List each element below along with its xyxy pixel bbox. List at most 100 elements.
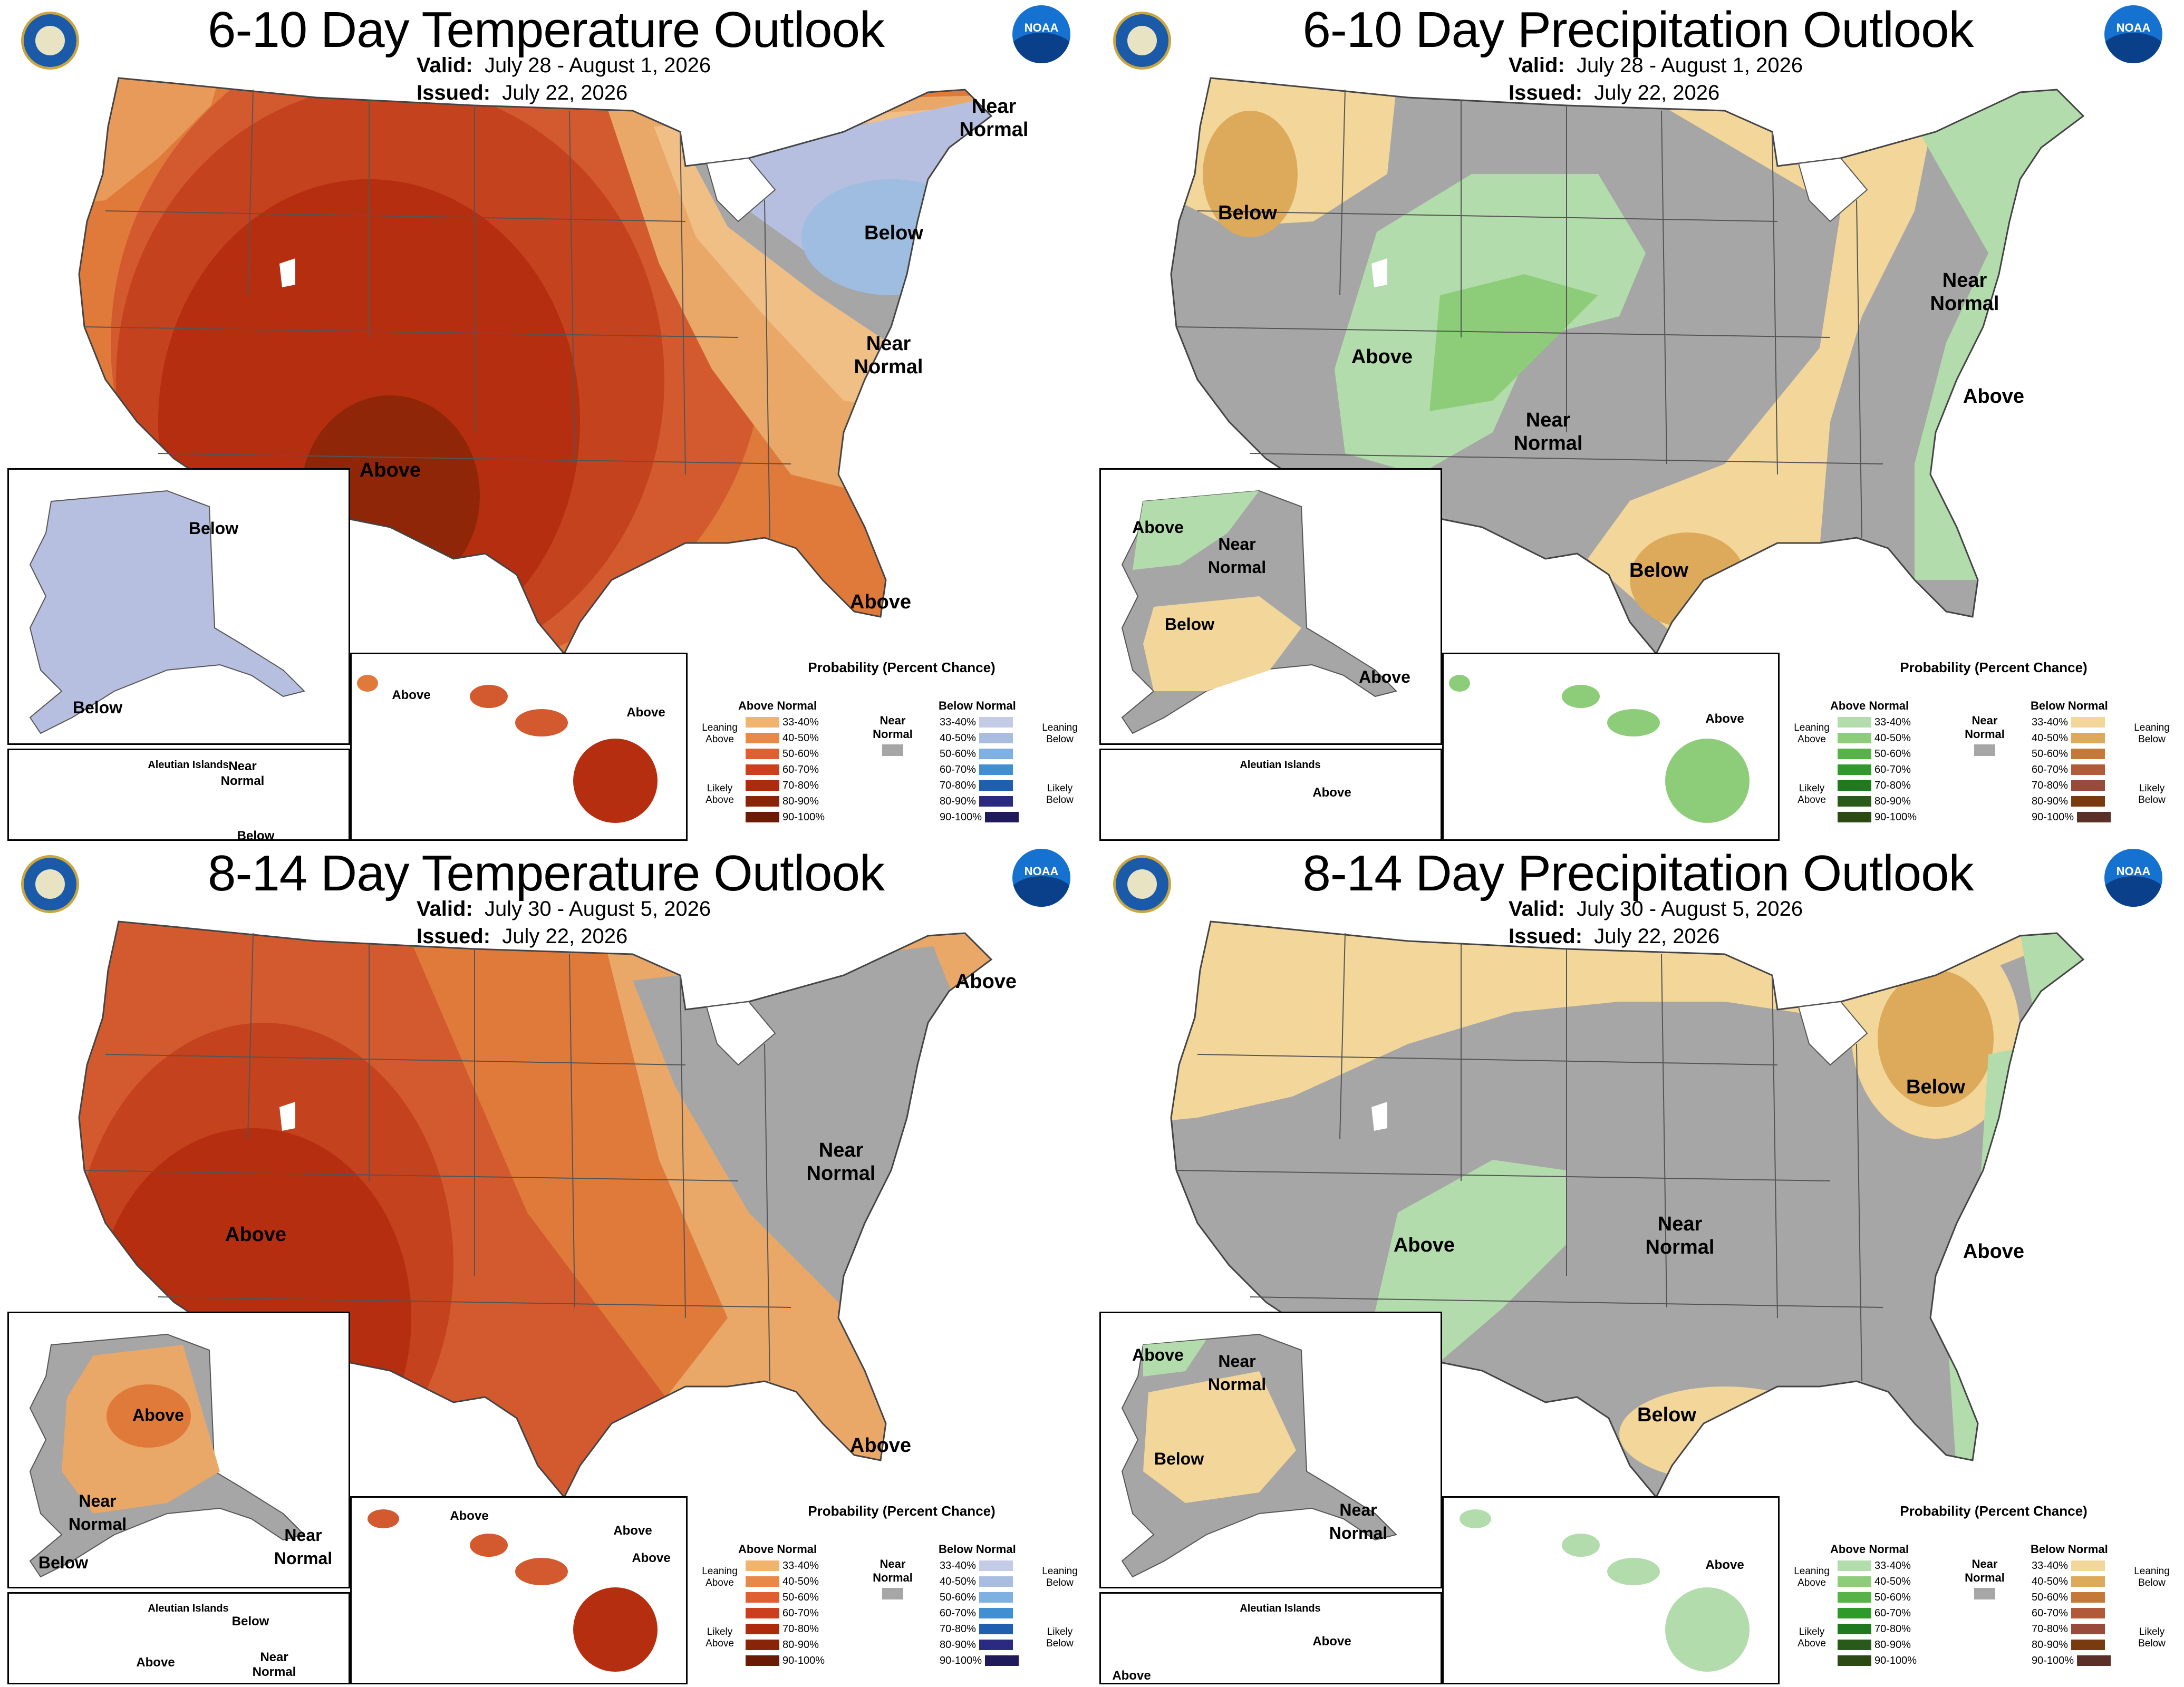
issued-line: Issued: July 22, 2026 <box>1509 925 1720 948</box>
legend-range-label: 40-50% <box>2032 732 2068 744</box>
legend-range-label: 40-50% <box>1874 732 1911 744</box>
alaska-shape <box>1121 490 1397 734</box>
legend-swatch <box>979 1608 1013 1618</box>
label-alaska-above: Above <box>132 1405 184 1424</box>
legend-swatch <box>746 1576 779 1587</box>
label-aleutian-above: Above <box>1312 786 1351 800</box>
legend-title: Probability (Percent Chance) <box>1900 1503 2088 1519</box>
legend-right-row: 90-100% <box>940 1654 1022 1667</box>
legend-left-row: 33-40% <box>1838 716 1911 729</box>
legend-below-head: Below Normal <box>2031 1543 2108 1556</box>
legend-swatch <box>746 1640 779 1650</box>
label-alaska-below: Below <box>1154 1449 1204 1468</box>
legend-range-label: 60-70% <box>1874 1607 1911 1619</box>
label-alaska-near-normal-n: Near Normal <box>1207 1352 1267 1394</box>
label-hawaii-above: Above <box>1705 712 1744 726</box>
label-above-sw: Above <box>359 459 421 481</box>
legend-right-row: 50-60% <box>2032 1591 2108 1604</box>
legend-range-label: 70-80% <box>782 779 819 791</box>
label-below-ne: Below <box>864 222 923 244</box>
legend-left-row: 80-90% <box>746 795 819 808</box>
aleutian-inset: Aleutian Islands <box>1099 1592 1442 1684</box>
legend-range-label: 90-100% <box>2032 1654 2074 1666</box>
legend-range-label: 90-100% <box>940 1654 982 1666</box>
legend-range-label: 60-70% <box>2032 1607 2068 1619</box>
legend-swatch <box>979 780 1013 791</box>
legend-likely-above: Likely Above <box>706 783 734 806</box>
legend-left-row: 33-40% <box>746 1559 819 1572</box>
legend-right-row: 80-90% <box>940 795 1016 808</box>
legend-range-label: 90-100% <box>2032 811 2074 823</box>
legend-swatch <box>979 764 1013 775</box>
legend-left-row: 40-50% <box>746 1575 819 1588</box>
label-near-normal-center: Near Normal <box>1513 409 1583 454</box>
legend-leaning-below: Leaning Below <box>1042 1566 1078 1588</box>
legend-range-label: 90-100% <box>1874 1654 1917 1666</box>
legend-leaning-below: Leaning Below <box>2134 1566 2170 1588</box>
legend-range-label: 33-40% <box>1874 1559 1911 1572</box>
legend-near-normal: Near Normal <box>869 1557 916 1599</box>
label-above-se: Above <box>1963 1240 2025 1263</box>
hawaii-inset <box>1442 1496 1780 1684</box>
legend-left-row: 40-50% <box>1838 1575 1911 1588</box>
legend-range-label: 33-40% <box>782 716 819 728</box>
noaa-logo: NOAA <box>2104 849 2162 907</box>
valid-line: Valid: July 30 - August 5, 2026 <box>1509 897 1803 920</box>
legend-swatch <box>1838 1624 1871 1634</box>
legend-left-row: 70-80% <box>1838 1623 1911 1635</box>
hawaii-shape <box>1449 675 1750 823</box>
legend: Probability (Percent Chance) Above Norma… <box>701 659 1086 838</box>
legend-swatch <box>746 1608 779 1618</box>
legend-swatch <box>1838 1560 1871 1571</box>
legend-swatch <box>979 733 1013 743</box>
legend-swatch <box>746 780 779 791</box>
legend-left-row: 60-70% <box>1838 1607 1911 1620</box>
label-above-west: Above <box>1351 346 1413 368</box>
legend-title: Probability (Percent Chance) <box>808 660 996 675</box>
label-alaska-below: Below <box>1164 615 1215 634</box>
legend-swatch <box>2071 1624 2105 1634</box>
legend-range-label: 70-80% <box>1874 779 1911 791</box>
alaska-shape <box>29 1333 305 1578</box>
label-hawaii-above-e: Above <box>626 705 665 720</box>
label-above-se: Above <box>1963 385 2025 408</box>
legend-leaning-below: Leaning Below <box>2134 722 2170 745</box>
legend-swatch <box>1838 796 1871 807</box>
legend-swatch <box>746 796 779 807</box>
legend-swatch <box>979 749 1013 759</box>
label-near-normal-mid: Near Normal <box>854 333 923 378</box>
label-alaska-below-n: Below <box>188 519 239 538</box>
legend-left-row: 90-100% <box>746 1654 825 1667</box>
legend-range-label: 90-100% <box>1874 811 1917 823</box>
label-alaska-near-normal-e: Near Normal <box>274 1526 333 1568</box>
legend-right-row: 70-80% <box>2032 1623 2108 1635</box>
legend-range-label: 60-70% <box>782 763 819 775</box>
legend-below-head: Below Normal <box>2031 699 2108 712</box>
legend-right-row: 70-80% <box>940 1623 1016 1635</box>
legend-range-label: 70-80% <box>2032 779 2068 791</box>
legend-swatch <box>1838 733 1871 743</box>
legend-left-row: 60-70% <box>1838 763 1911 776</box>
legend-above-head: Above Normal <box>738 1543 817 1556</box>
legend-right-row: 90-100% <box>2032 1654 2114 1667</box>
label-below-tx: Below <box>1629 559 1688 581</box>
legend-left-row: 40-50% <box>1838 732 1911 744</box>
legend-right-row: 40-50% <box>940 732 1016 744</box>
legend-swatch <box>2071 1576 2105 1587</box>
legend-swatch <box>2071 733 2105 743</box>
legend-left-row: 80-90% <box>746 1638 819 1651</box>
legend-range-label: 50-60% <box>1874 1591 1911 1603</box>
legend-left-row: 50-60% <box>1838 748 1911 760</box>
legend-left-row: 70-80% <box>1838 779 1911 792</box>
noaa-logo-text: NOAA <box>1024 21 1059 34</box>
legend-range-label: 80-90% <box>1874 795 1911 807</box>
hawaii-inset <box>1442 653 1780 841</box>
legend-swatch <box>746 749 779 759</box>
label-alaska-below: Below <box>38 1553 89 1572</box>
legend-range-label: 70-80% <box>782 1623 819 1635</box>
legend-swatch <box>2071 796 2105 807</box>
legend-near-normal: Near Normal <box>869 714 916 756</box>
legend-above-head: Above Normal <box>1830 1543 1909 1556</box>
legend-swatch <box>746 1592 779 1603</box>
legend-right-row: 33-40% <box>2032 1559 2108 1572</box>
